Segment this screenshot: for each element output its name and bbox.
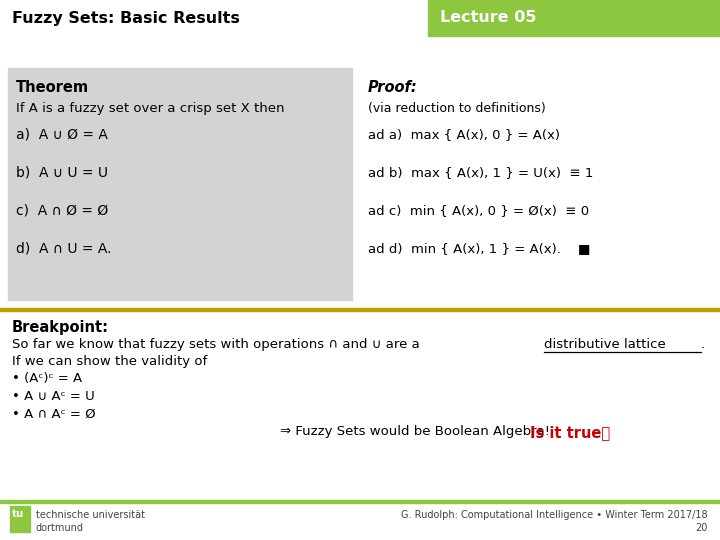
- Bar: [10, 506, 30, 532]
- Text: tu: tu: [12, 509, 24, 519]
- Bar: [0, 500, 720, 503]
- Text: Breakpoint:: Breakpoint:: [12, 320, 109, 335]
- Text: d)  A ∩ U = A.: d) A ∩ U = A.: [16, 242, 112, 256]
- Text: • A ∪ Aᶜ = U: • A ∪ Aᶜ = U: [12, 390, 95, 403]
- Text: Theorem: Theorem: [16, 80, 89, 95]
- Text: dortmund: dortmund: [36, 523, 84, 533]
- Text: ad a)  max { A(x), 0 } = A(x): ad a) max { A(x), 0 } = A(x): [368, 128, 560, 141]
- Text: c)  A ∩ Ø = Ø: c) A ∩ Ø = Ø: [16, 204, 108, 218]
- Text: ⇒ Fuzzy Sets would be Boolean Algebra!: ⇒ Fuzzy Sets would be Boolean Algebra!: [280, 425, 550, 438]
- Text: distributive lattice: distributive lattice: [544, 338, 665, 351]
- Text: If A is a fuzzy set over a crisp set X then: If A is a fuzzy set over a crisp set X t…: [16, 102, 284, 115]
- Text: • (Aᶜ)ᶜ = A: • (Aᶜ)ᶜ = A: [12, 372, 82, 385]
- Text: ad d)  min { A(x), 1 } = A(x).    ■: ad d) min { A(x), 1 } = A(x). ■: [368, 242, 590, 255]
- Text: Is it true？: Is it true？: [530, 425, 610, 440]
- Bar: [428, 0, 720, 36]
- Text: technische universität: technische universität: [36, 510, 145, 520]
- Text: If we can show the validity of: If we can show the validity of: [12, 355, 207, 368]
- Text: Lecture 05: Lecture 05: [440, 10, 536, 25]
- Text: So far we know that fuzzy sets with operations ∩ and ∪ are a: So far we know that fuzzy sets with oper…: [12, 338, 424, 351]
- Bar: [8, 68, 352, 300]
- Text: b)  A ∪ U = U: b) A ∪ U = U: [16, 166, 108, 180]
- Text: a)  A ∪ Ø = A: a) A ∪ Ø = A: [16, 128, 108, 142]
- Text: ad c)  min { A(x), 0 } = Ø(x)  ≡ 0: ad c) min { A(x), 0 } = Ø(x) ≡ 0: [368, 204, 589, 217]
- Text: 20: 20: [696, 523, 708, 533]
- Text: ad b)  max { A(x), 1 } = U(x)  ≡ 1: ad b) max { A(x), 1 } = U(x) ≡ 1: [368, 166, 593, 179]
- Text: .: .: [701, 338, 705, 351]
- Text: • A ∩ Aᶜ = Ø: • A ∩ Aᶜ = Ø: [12, 408, 96, 421]
- Bar: [0, 308, 720, 310]
- Bar: [0, 0, 720, 36]
- Text: Fuzzy Sets: Basic Results: Fuzzy Sets: Basic Results: [12, 10, 240, 25]
- Text: Proof:: Proof:: [368, 80, 418, 95]
- Text: G. Rudolph: Computational Intelligence • Winter Term 2017/18: G. Rudolph: Computational Intelligence •…: [401, 510, 708, 520]
- Text: (via reduction to definitions): (via reduction to definitions): [368, 102, 546, 115]
